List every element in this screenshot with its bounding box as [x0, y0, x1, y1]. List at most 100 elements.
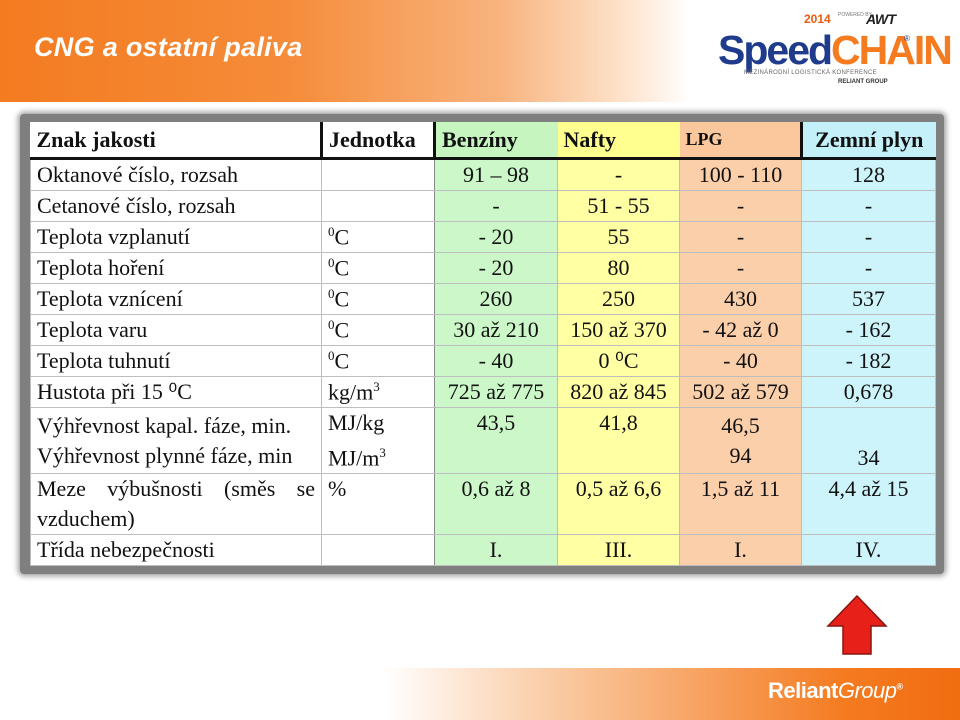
- row-label: Teplota vznícení: [30, 283, 322, 315]
- hazard-cell-nafty: III.: [557, 534, 680, 567]
- heating-cell-benziny: 43,5: [434, 406, 558, 475]
- explosive-cell-zemni-plyn: 4,4 až 15: [801, 473, 936, 536]
- cell-nafty: -: [557, 158, 680, 191]
- logo-subtitle: MEZINÁRODNÍ LOGISTICKÁ KONFERENCE: [744, 70, 877, 76]
- unit-superscript: 3: [373, 378, 380, 394]
- row-unit: [321, 158, 435, 191]
- heating-unit-line1: MJ/kg: [328, 410, 385, 435]
- row-unit: [321, 190, 435, 222]
- unit-text: kg/m: [328, 379, 374, 405]
- row-unit: kg/m3: [321, 376, 435, 408]
- cell-lpg: -: [679, 221, 802, 253]
- footer-gradient-bar: [0, 668, 960, 720]
- heating-lpg-line2: 94: [729, 442, 752, 468]
- row-label: Oktanové číslo, rozsah: [30, 158, 322, 191]
- red-up-arrow-icon: [826, 594, 888, 655]
- cell-zemni-plyn: -: [801, 252, 936, 284]
- heating-lpg-line1: 46,5: [721, 412, 760, 438]
- header-gradient-bar: [0, 0, 960, 102]
- cell-benziny: - 20: [434, 221, 558, 253]
- logo-brand-speed: Speed: [718, 27, 833, 73]
- fuel-comparison-table: Znak jakosti Jednotka Benzíny Nafty LPG …: [30, 122, 936, 567]
- heating-unit-line2: MJ/m3: [328, 438, 428, 473]
- heating-unit: MJ/kg MJ/m3: [321, 406, 435, 475]
- header-lpg: LPG: [679, 122, 802, 160]
- unit-superscript: 0: [328, 254, 335, 270]
- table-inner: Znak jakosti Jednotka Benzíny Nafty LPG …: [30, 122, 936, 567]
- cell-lpg: 100 - 110: [679, 158, 802, 191]
- hazard-unit: [321, 534, 435, 567]
- table-body: Oktanové číslo, rozsah 91 – 98 - 100 - 1…: [30, 158, 936, 567]
- cell-lpg: -: [679, 252, 802, 284]
- table-row-heating: Výhřevnost kapal. fáze, min. Výhřevnost p…: [30, 406, 936, 475]
- logo-brand: SpeedCHAIN: [718, 26, 953, 74]
- table-row: Teplota tuhnutí 0C - 40 0 ⁰C - 40 - 182: [30, 345, 936, 377]
- cell-zemni-plyn: 537: [801, 283, 936, 315]
- hazard-cell-zemni-plyn: IV.: [801, 534, 936, 567]
- cell-benziny: - 20: [434, 252, 558, 284]
- row-label: Cetanové číslo, rozsah: [30, 190, 322, 222]
- cell-lpg: 502 až 579: [679, 376, 802, 408]
- explosive-cell-nafty: 0,5 až 6,6: [557, 473, 680, 536]
- table-row: Hustota při 15 ⁰C kg/m3 725 až 775 820 a…: [30, 376, 936, 408]
- heating-cell-nafty: 41,8: [557, 406, 680, 475]
- header-benziny: Benzíny: [434, 122, 558, 160]
- logo-powered-by: POWERED BY: [838, 12, 872, 18]
- explosive-unit: %: [321, 473, 435, 536]
- cell-benziny: -: [434, 190, 558, 222]
- cell-zemni-plyn: - 162: [801, 314, 936, 346]
- header-znak-jakosti: Znak jakosti: [30, 122, 323, 160]
- row-label: Hustota při 15 ⁰C: [30, 376, 322, 408]
- unit-superscript: 0: [328, 223, 335, 239]
- cell-lpg: 430: [679, 283, 802, 315]
- cell-nafty: 820 až 845: [557, 376, 680, 408]
- cell-zemni-plyn: 0,678: [801, 376, 936, 408]
- table-row: Teplota vznícení 0C 260 250 430 537: [30, 283, 936, 315]
- row-unit: 0C: [321, 345, 435, 377]
- row-label: Teplota vzplanutí: [30, 221, 322, 253]
- heating-label-line2: Výhřevnost plynné fáze, min: [37, 442, 293, 468]
- table-header-row: Znak jakosti Jednotka Benzíny Nafty LPG …: [30, 122, 936, 160]
- cell-benziny: 91 – 98: [434, 158, 558, 191]
- cell-zemni-plyn: - 182: [801, 345, 936, 377]
- cell-benziny: 725 až 775: [434, 376, 558, 408]
- heating-label-line1: Výhřevnost kapal. fáze, min.: [37, 412, 292, 438]
- heating-unit-line2-text: MJ/m: [328, 445, 380, 471]
- row-unit: 0C: [321, 252, 435, 284]
- cell-lpg: -: [679, 190, 802, 222]
- logo-registered-mark: ®: [904, 34, 910, 43]
- cell-zemni-plyn: 128: [801, 158, 936, 191]
- heating-label: Výhřevnost kapal. fáze, min. Výhřevnost p…: [30, 406, 322, 475]
- table-row-explosive: Meze výbušnosti (směs se vzduchem) % 0,6 …: [30, 473, 936, 536]
- unit-rest: C: [334, 255, 350, 281]
- hazard-cell-benziny: I.: [434, 534, 558, 567]
- unit-rest: C: [334, 286, 350, 312]
- unit-superscript: 0: [328, 285, 335, 301]
- cell-benziny: - 40: [434, 345, 558, 377]
- row-label: Teplota hoření: [30, 252, 322, 284]
- cell-nafty: 0 ⁰C: [557, 345, 680, 377]
- cell-nafty: 80: [557, 252, 680, 284]
- explosive-label-line2: vzduchem): [37, 506, 135, 532]
- footer-registered-mark: ®: [896, 681, 904, 692]
- explosive-cell-benziny: 0,6 až 8: [434, 473, 558, 536]
- footer-brand-group: Group: [837, 678, 897, 703]
- cell-lpg: - 42 až 0: [679, 314, 802, 346]
- hazard-label: Třída nebezpečnosti: [30, 534, 322, 567]
- row-label: Teplota varu: [30, 314, 322, 346]
- logo-year: 2014: [804, 12, 831, 26]
- cell-benziny: 30 až 210: [434, 314, 558, 346]
- header-zemni-plyn: Zemní plyn: [800, 122, 936, 160]
- heating-cell-zemni-plyn: 34: [801, 406, 936, 475]
- heating-unit-superscript: 3: [379, 445, 386, 460]
- speedchain-logo: 2014 POWERED BY AWT SpeedCHAIN ® MEZINÁR…: [716, 11, 953, 94]
- cell-nafty: 250: [557, 283, 680, 315]
- unit-superscript: 0: [328, 347, 335, 363]
- table-row: Oktanové číslo, rozsah 91 – 98 - 100 - 1…: [30, 158, 936, 191]
- unit-superscript: 0: [328, 316, 335, 332]
- cell-zemni-plyn: -: [801, 190, 936, 222]
- explosive-label-line1: Meze výbušnosti (směs se: [37, 476, 315, 502]
- cell-nafty: 150 až 370: [557, 314, 680, 346]
- hazard-cell-lpg: I.: [679, 534, 802, 567]
- logo-brand-chain: CHAIN: [831, 27, 953, 73]
